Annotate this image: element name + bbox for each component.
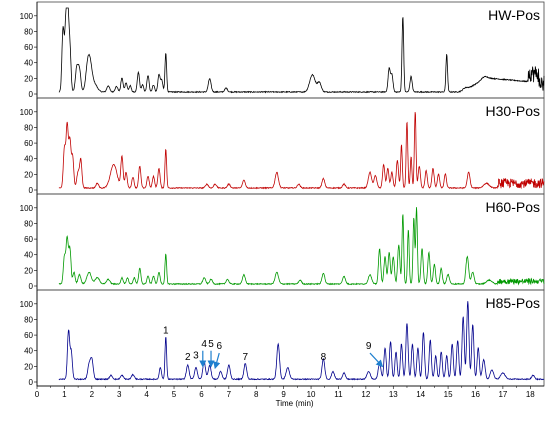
y-tick-label: 60 [24, 43, 33, 52]
y-tick-label: 80 [24, 27, 33, 36]
y-tick-label: 60 [24, 139, 33, 148]
peak-arrow [213, 352, 221, 370]
y-tick-label: 80 [24, 123, 33, 132]
y-tick-label: 60 [24, 235, 33, 244]
y-tick-label: 20 [24, 170, 33, 179]
y-tick-label: 80 [24, 219, 33, 228]
peak-label: 8 [321, 352, 327, 363]
series-line [58, 7, 545, 94]
panel-frame [36, 193, 545, 291]
peak-label: 1 [163, 326, 169, 337]
panel-title: HW-Pos [488, 7, 540, 23]
series-line [58, 207, 545, 286]
x-tick-label: 2 [90, 390, 95, 399]
x-tick-label: 14 [416, 390, 425, 399]
x-tick-label: 6 [199, 390, 204, 399]
x-tick-label: 10 [307, 390, 316, 399]
y-tick-label: 40 [24, 251, 33, 260]
y-tick-label: 60 [24, 331, 33, 340]
peak-label: 9 [366, 341, 372, 352]
x-tick-label: 4 [144, 390, 149, 399]
peak-label: 3 [193, 351, 199, 362]
x-tick-label: 17 [498, 390, 507, 399]
y-tick-label: 80 [24, 315, 33, 324]
x-tick-label: 7 [227, 390, 232, 399]
peak-label: 7 [242, 352, 248, 363]
panel-title: H30-Pos [486, 103, 540, 119]
y-tick-label: 40 [24, 347, 33, 356]
x-tick-label: 12 [361, 390, 370, 399]
series-line [58, 112, 545, 190]
x-axis-title: Time (min) [276, 399, 314, 408]
x-tick-label: 15 [444, 390, 453, 399]
y-tick-label: 20 [24, 266, 33, 275]
x-tick-label: 8 [254, 390, 259, 399]
y-tick-label: 0 [29, 378, 34, 387]
y-tick-label: 100 [20, 108, 34, 117]
y-tick-label: 40 [24, 155, 33, 164]
panel-frame [36, 97, 545, 195]
peak-arrow [369, 352, 384, 368]
peak-label: 4 [201, 339, 207, 350]
y-tick-label: 0 [29, 90, 34, 99]
x-tick-label: 16 [471, 390, 480, 399]
x-tick-label: 9 [281, 390, 286, 399]
x-tick-label: 5 [172, 390, 177, 399]
y-tick-label: 40 [24, 59, 33, 68]
x-tick-label: 0 [35, 390, 40, 399]
x-tick-label: 11 [334, 390, 343, 399]
x-tick-label: 13 [389, 390, 398, 399]
x-tick-label: 18 [526, 390, 535, 399]
panel-title: H60-Pos [486, 199, 540, 215]
y-tick-label: 100 [20, 204, 34, 213]
y-tick-label: 100 [20, 12, 34, 21]
panel-frame [36, 1, 545, 99]
x-tick-label: 3 [117, 390, 122, 399]
peak-label: 5 [208, 339, 214, 350]
peak-label: 6 [216, 341, 222, 352]
y-tick-label: 20 [24, 74, 33, 83]
y-tick-label: 100 [20, 300, 34, 309]
panel-title: H85-Pos [486, 295, 540, 311]
x-tick-label: 1 [62, 390, 67, 399]
peak-label: 2 [185, 352, 191, 363]
series-line [58, 301, 545, 381]
y-tick-label: 0 [29, 186, 34, 195]
y-tick-label: 0 [29, 282, 34, 291]
y-tick-label: 20 [24, 362, 33, 371]
